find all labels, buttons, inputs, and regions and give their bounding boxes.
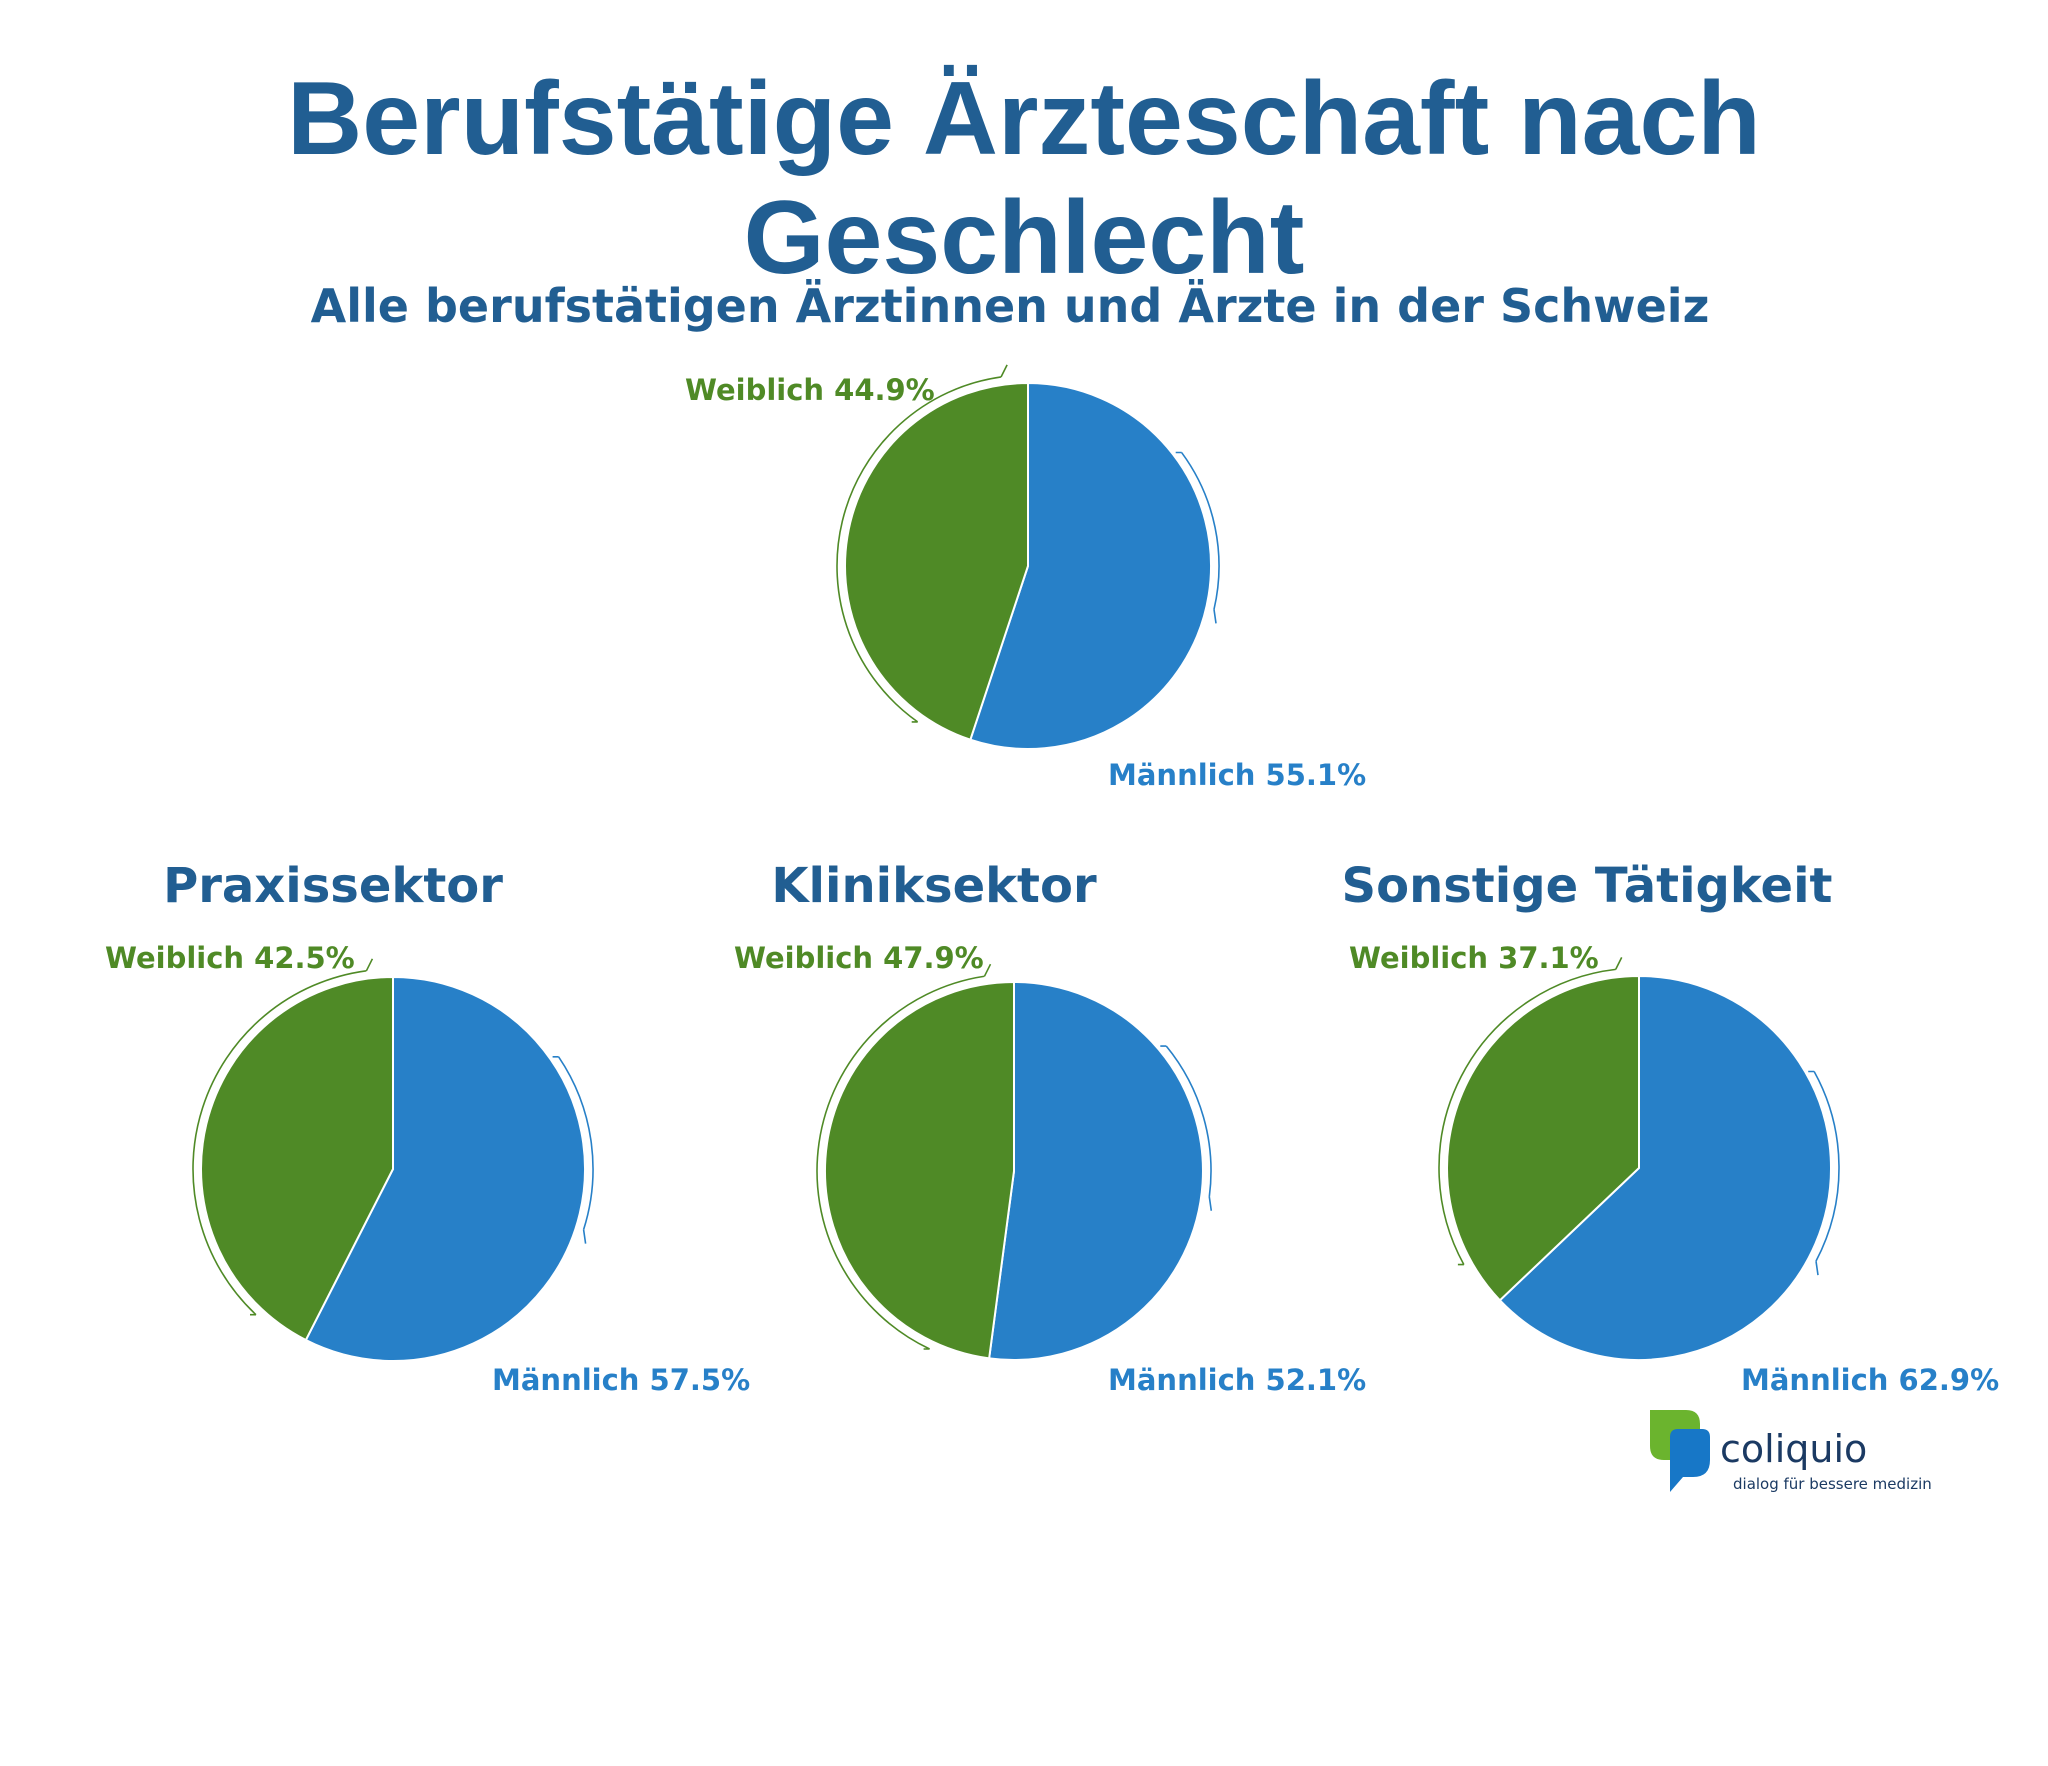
slice-label-maennlich: Männlich 62.9% [1741,1363,1999,1397]
pie-slice-maennlich [304,975,586,1362]
logo-name: coliquio [1720,1427,1867,1471]
coliquio-logo-mark [1650,1410,1710,1492]
label-bracket-maennlich [1175,451,1220,624]
label-bracket-weiblich [1438,957,1623,1266]
slice-label-maennlich: Männlich 57.5% [492,1363,750,1397]
slice-label-weiblich: Weiblich 37.1% [1349,941,1599,975]
chart-title: Praxissektor [163,858,503,914]
slice-label-weiblich: Weiblich 44.9% [685,373,935,407]
pie-chart-4: Sonstige Tätigkeit Weiblich 37.1% Männlich… [1342,858,2000,1397]
pie-slice-maennlich [988,980,1204,1361]
label-bracket-weiblich [816,963,992,1350]
chart-title: Kliniksektor [771,858,1097,914]
pie-slice-weiblich [1446,974,1640,1302]
pie-slice-maennlich [1498,974,1832,1361]
label-bracket-weiblich [836,364,1008,723]
pie-slice-weiblich [823,980,1015,1360]
pie-slice-maennlich [969,381,1213,750]
chart-title: Alle berufstätigen Ärztinnen und Ärzte i… [311,279,1710,333]
slice-label-maennlich: Männlich 55.1% [1108,758,1366,792]
chart-title: Sonstige Tätigkeit [1342,858,1833,914]
label-bracket-maennlich [552,1056,594,1244]
label-bracket-maennlich [1160,1045,1213,1211]
label-bracket-maennlich [1808,1070,1840,1276]
label-bracket-weiblich [192,958,374,1316]
pie-slice-weiblich [844,381,1029,741]
slice-label-weiblich: Weiblich 42.5% [105,941,355,975]
slice-label-maennlich: Männlich 52.1% [1108,1363,1366,1397]
pie-chart-3: Kliniksektor Weiblich 47.9% Männlich 52.1% [734,858,1366,1397]
logo-tagline: dialog für bessere medizin [1733,1475,1932,1493]
coliquio-logo: coliquio dialog für bessere medizin [1650,1410,1932,1493]
pie-slice-weiblich [200,975,394,1342]
slice-label-weiblich: Weiblich 47.9% [734,941,984,975]
pie-chart-2: Praxissektor Weiblich 42.5% Männlich 57.5% [105,858,750,1397]
page-title: Berufstätige Ärzteschaft nach Geschlecht [287,61,1761,296]
pie-chart-1: Alle berufstätigen Ärztinnen und Ärzte i… [311,279,1710,792]
